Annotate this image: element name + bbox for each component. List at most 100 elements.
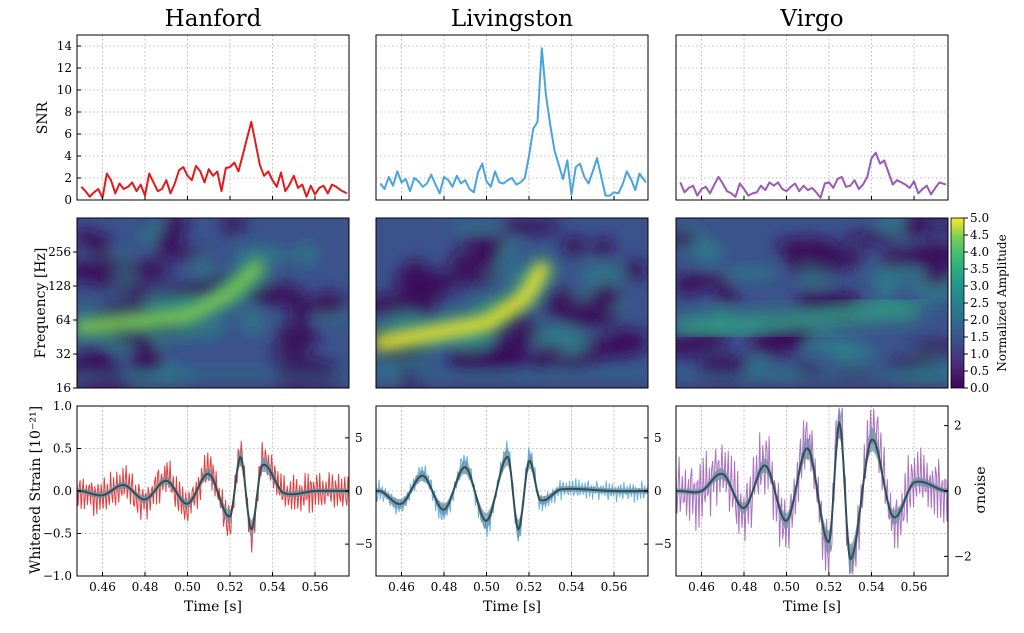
spectrogram-blob xyxy=(239,308,268,335)
frequency-y-tick-label: 64 xyxy=(56,313,72,327)
colorbar-label: Normalized Amplitude xyxy=(995,234,1009,371)
x-tick-label: 0.52 xyxy=(516,580,543,594)
snr-y-tick-label: 14 xyxy=(57,39,73,53)
spectrogram-blob xyxy=(578,262,626,288)
x-tick-label: 0.50 xyxy=(473,580,500,594)
colorbar xyxy=(950,217,965,389)
spectrogram-hanford xyxy=(77,218,349,388)
x-tick-label: 0.50 xyxy=(174,580,201,594)
spectrogram-blob xyxy=(676,273,731,289)
x-tick-label: 0.52 xyxy=(217,580,244,594)
snr-series-virgo xyxy=(679,151,947,199)
spectrogram-livingston xyxy=(376,218,648,388)
snr-series-livingston xyxy=(379,47,647,197)
snr-y-tick-label: 12 xyxy=(57,61,72,75)
sigma-tick-label: 0 xyxy=(954,484,962,498)
chirp-track-virgo xyxy=(676,302,922,335)
snr-y-tick-label: 4 xyxy=(64,149,72,163)
colorbar-tick-label: 2.5 xyxy=(970,296,989,310)
snr-frame-hanford xyxy=(76,34,350,201)
column-title-hanford: Hanford xyxy=(165,6,262,32)
frequency-y-tick-label: 128 xyxy=(48,279,71,293)
snr-axis-label: SNR xyxy=(35,101,51,134)
snr-frame-virgo xyxy=(675,34,949,201)
strain-y-tick-label: −1.0 xyxy=(43,569,72,583)
spectrogram-blob xyxy=(122,285,157,300)
spectrogram-blob xyxy=(593,237,614,259)
snr-series-hanford xyxy=(80,120,348,199)
x-axis-label-hanford: Time [s] xyxy=(184,599,242,615)
x-tick-label: 0.56 xyxy=(901,580,928,594)
strain-y-tick-label: −0.5 xyxy=(43,527,72,541)
spectrogram-frame-livingston xyxy=(375,217,649,389)
colorbar-tick-label: 1.0 xyxy=(970,347,989,361)
spectrogram-blob xyxy=(694,237,724,266)
chirp-core xyxy=(77,261,264,333)
spectrogram-blob xyxy=(276,321,319,352)
strain-y-tick-label: 0.5 xyxy=(53,442,72,456)
spectrogram-blob xyxy=(905,246,948,259)
snr-y-tick-label: 8 xyxy=(64,105,72,119)
colorbar-tick-label: 0.0 xyxy=(970,381,989,395)
x-tick-label: 0.48 xyxy=(132,580,159,594)
sigma-noise-axis-label: σnoise xyxy=(973,467,989,514)
strain-y-tick-label: 0.0 xyxy=(53,484,72,498)
spectrogram-blob xyxy=(500,218,561,235)
spectrogram-band xyxy=(376,370,648,381)
spectrogram-blob xyxy=(723,266,779,281)
x-tick-label: 0.46 xyxy=(688,580,715,594)
spectrogram-blob xyxy=(538,342,564,355)
spectrogram-blob xyxy=(112,264,136,288)
x-axis-label-virgo: Time [s] xyxy=(783,599,841,615)
spectrogram-blob xyxy=(77,228,101,246)
x-tick-label: 0.54 xyxy=(259,580,286,594)
sigma-tick-label: 0 xyxy=(355,484,363,498)
spectrogram-virgo xyxy=(676,218,948,388)
spectrogram-blob xyxy=(191,253,213,278)
sigma-tick-label: −5 xyxy=(654,537,672,551)
colorbar-tick-label: 4.5 xyxy=(970,228,989,242)
spectrogram-blob xyxy=(232,246,295,263)
x-axis-label-livingston: Time [s] xyxy=(483,599,541,615)
snr-y-tick-label: 2 xyxy=(64,171,72,185)
spectrogram-blob xyxy=(829,340,877,367)
spectrogram-blob xyxy=(561,236,588,256)
snr-panel-hanford xyxy=(77,35,349,200)
spectrogram-blob xyxy=(676,340,709,357)
column-title-virgo: Virgo xyxy=(779,6,843,32)
spectrogram-blob xyxy=(441,265,503,286)
snr-y-tick-label: 10 xyxy=(57,83,72,97)
frequency-axis-label: Frequency [Hz] xyxy=(33,248,49,359)
spectrogram-blob xyxy=(247,283,305,307)
frequency-y-tick-label: 256 xyxy=(48,245,71,259)
snr-frame-livingston xyxy=(375,34,649,201)
x-tick-label: 0.54 xyxy=(558,580,585,594)
spectrogram-blob xyxy=(543,289,582,319)
spectrogram-blob xyxy=(714,287,739,304)
sigma-tick-label: −5 xyxy=(355,537,373,551)
spectrogram-blob xyxy=(402,274,440,298)
spectrogram-texture xyxy=(676,218,948,387)
model-waveform-hanford xyxy=(77,455,349,531)
snr-y-tick-label: 6 xyxy=(64,127,72,141)
spectrogram-blob xyxy=(294,242,320,267)
spectrogram-bands xyxy=(77,370,349,388)
x-tick-label: 0.48 xyxy=(731,580,758,594)
colorbar-tick-label: 3.5 xyxy=(970,262,989,276)
x-tick-label: 0.54 xyxy=(858,580,885,594)
spectrogram-blob xyxy=(77,348,116,376)
spectrogram-frame-virgo xyxy=(675,217,949,389)
chirp-core xyxy=(676,305,918,331)
whitened-data-virgo xyxy=(675,407,949,575)
spectrogram-blob xyxy=(448,220,505,231)
snr-panel-livingston xyxy=(376,35,648,200)
spectrogram-band xyxy=(376,383,648,388)
spectrogram-blob xyxy=(269,347,310,358)
spectrogram-blob xyxy=(403,260,427,273)
spectrogram-blob xyxy=(561,309,620,328)
snr-y-tick-label: 0 xyxy=(64,193,72,207)
x-tick-label: 0.50 xyxy=(773,580,800,594)
model-waveform-livingston xyxy=(376,455,648,532)
strain-axis-label: Whitened Strain [10⁻²¹] xyxy=(28,406,44,574)
